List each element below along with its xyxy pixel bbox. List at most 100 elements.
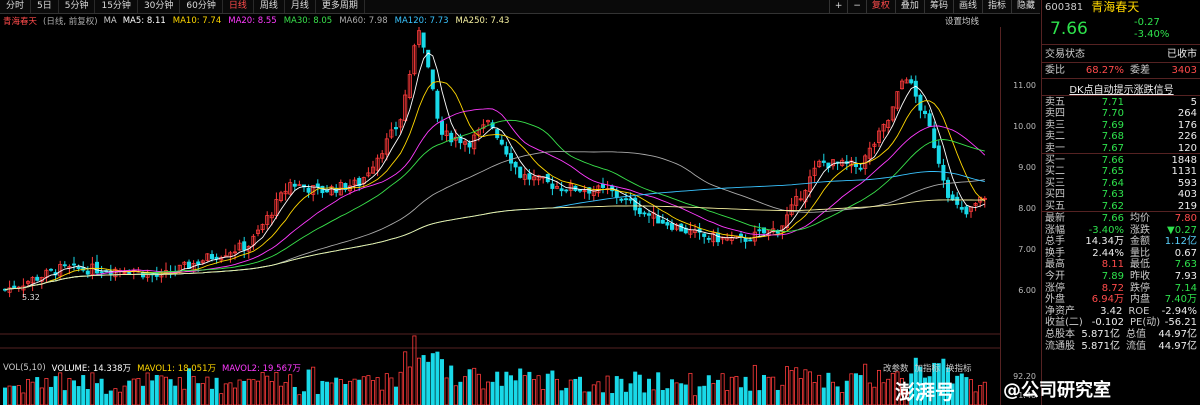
tab-3[interactable]: 15分钟 xyxy=(95,0,138,13)
toolbar-button-7[interactable]: 隐藏 xyxy=(1010,0,1040,13)
volume-bar xyxy=(458,381,463,405)
toolbar-button-0[interactable]: + xyxy=(828,0,848,13)
volume-bar xyxy=(619,378,624,405)
tab-0[interactable]: 分时 xyxy=(0,0,32,13)
book-volume: 403 xyxy=(1177,189,1197,201)
candle-body xyxy=(817,160,822,168)
candle-body xyxy=(518,166,523,178)
volume-bar xyxy=(154,374,159,405)
candle-body xyxy=(665,222,670,226)
stat-row: 流通股 5.871亿 流值 44.97亿 xyxy=(1045,341,1197,352)
volume-bar xyxy=(200,383,205,405)
modify-params-button[interactable]: 改参数 xyxy=(883,364,909,374)
volume-bar xyxy=(964,377,969,405)
volume-bar xyxy=(481,388,486,405)
volume-bar xyxy=(513,380,518,405)
candle-body xyxy=(831,159,836,167)
tab-6[interactable]: 日线 xyxy=(223,0,254,13)
volume-bar xyxy=(476,373,481,405)
tab-1[interactable]: 5日 xyxy=(31,0,59,13)
volume-bar xyxy=(219,393,224,405)
candle-body xyxy=(467,142,472,148)
stat-value: 8.72 xyxy=(1101,282,1124,294)
volume-bar xyxy=(909,373,914,405)
stat-label: 量比 xyxy=(1130,247,1150,259)
toolbar-button-4[interactable]: 筹码 xyxy=(923,0,953,13)
ma-line xyxy=(4,52,985,291)
candle-body xyxy=(485,120,490,123)
candle-body xyxy=(601,183,606,188)
change-indicator-button[interactable]: 换指标 xyxy=(946,364,972,374)
volume-bar xyxy=(118,391,123,405)
kline-chart[interactable]: 11.975.32 xyxy=(0,27,1000,405)
asks-row: 卖五 7.71 5 xyxy=(1045,97,1197,108)
candle-body xyxy=(370,166,375,174)
volume-bar xyxy=(375,377,380,405)
candle-body xyxy=(444,130,449,137)
volume-bar xyxy=(716,379,721,405)
volume-bar xyxy=(739,387,744,405)
volume-bar xyxy=(25,379,30,405)
tab-2[interactable]: 5分钟 xyxy=(59,0,96,13)
settings-ma-link[interactable]: 设置均线 xyxy=(945,16,980,27)
volume-bar xyxy=(343,384,348,405)
stat-value: 5.871亿 xyxy=(1081,340,1121,352)
tab-5[interactable]: 60分钟 xyxy=(180,0,223,13)
volume-bar xyxy=(817,374,822,405)
volume-bar xyxy=(541,389,546,405)
candle-body xyxy=(923,110,928,115)
candle-body xyxy=(550,183,555,189)
toolbar-button-1[interactable]: − xyxy=(847,0,866,13)
volume-bar xyxy=(72,380,77,405)
add-indicator-button[interactable]: 加指标 xyxy=(914,364,941,374)
volume-bar xyxy=(232,387,237,405)
bids-row: 买五 7.62 219 xyxy=(1045,201,1197,212)
tab-7[interactable]: 周线 xyxy=(254,0,285,13)
dk-signal-link[interactable]: DK点自动提示涨跌信号 xyxy=(1069,85,1174,96)
candle-body xyxy=(762,227,767,234)
volume-bar xyxy=(58,372,63,405)
candle-body xyxy=(909,79,914,84)
tab-8[interactable]: 月线 xyxy=(285,0,316,13)
volume-legend-bar: VOL(5,10) VOLUME: 14.338万 MAVOL1: 18.051… xyxy=(0,361,1000,375)
stat-row: 涨停 8.72 跌停 7.14 xyxy=(1045,283,1197,294)
ma-legend-item: MA60: 7.98 xyxy=(339,15,388,26)
volume-bar xyxy=(173,385,178,405)
tab-4[interactable]: 30分钟 xyxy=(138,0,181,13)
candle-body xyxy=(706,237,711,240)
stat-label: 金额 xyxy=(1130,236,1150,248)
candle-body xyxy=(274,199,279,216)
toolbar-button-6[interactable]: 指标 xyxy=(981,0,1011,13)
volume-bar xyxy=(835,386,840,405)
stat-label: 涨幅 xyxy=(1045,224,1065,236)
toolbar-button-5[interactable]: 画线 xyxy=(952,0,982,13)
volume-bar xyxy=(292,386,297,405)
volume-bar xyxy=(95,383,100,405)
candle-body xyxy=(748,239,753,242)
volume-bar xyxy=(85,389,90,405)
volume-bar xyxy=(288,374,293,405)
tab-9[interactable]: 更多周期 xyxy=(316,0,365,13)
volume-bar xyxy=(205,376,210,405)
volume-bar xyxy=(324,381,329,405)
volume-bar xyxy=(674,382,679,405)
volume-bar xyxy=(642,392,647,405)
volume-bar xyxy=(495,371,500,405)
candle-body xyxy=(311,185,316,195)
stat-row: 换手 2.44% 量比 0.67 xyxy=(1045,248,1197,259)
volume-bar xyxy=(582,391,587,405)
candle-body xyxy=(113,268,118,278)
toolbar-button-2[interactable]: 复权 xyxy=(865,0,895,13)
candle-body xyxy=(12,285,17,289)
candle-body xyxy=(122,272,127,275)
volume-bar xyxy=(163,376,168,405)
toolbar-button-3[interactable]: 叠加 xyxy=(894,0,924,13)
volume-bar xyxy=(633,371,638,405)
stock-name: 青海春天 xyxy=(1091,0,1140,14)
stat-label: 涨停 xyxy=(1045,282,1065,294)
volume-bar xyxy=(890,372,895,405)
candle-body xyxy=(913,80,918,97)
volume-bar xyxy=(53,376,58,405)
volume-bar xyxy=(596,381,601,405)
candle-body xyxy=(877,130,882,143)
